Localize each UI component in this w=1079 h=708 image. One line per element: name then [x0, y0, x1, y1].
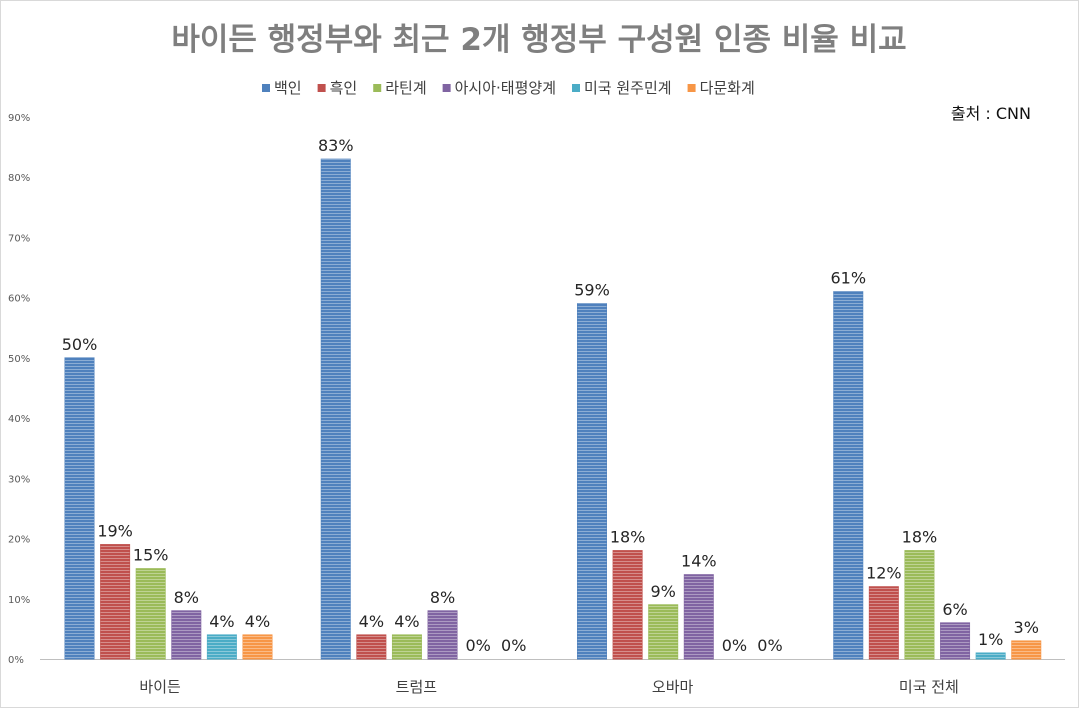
- data-label: 83%: [318, 136, 354, 155]
- data-label: 0%: [501, 636, 526, 655]
- bar-texture: [613, 550, 643, 659]
- y-tick-label: 90%: [8, 113, 30, 124]
- data-label: 0%: [722, 636, 747, 655]
- data-label: 4%: [359, 612, 384, 631]
- bar-texture: [577, 303, 607, 659]
- data-label: 9%: [651, 582, 676, 601]
- bar-texture: [65, 357, 94, 659]
- data-label: 1%: [978, 630, 1003, 649]
- data-label: 4%: [394, 612, 419, 631]
- bar-texture: [833, 291, 863, 659]
- y-tick-label: 10%: [8, 595, 30, 606]
- x-axis: 바이든 트럼프 오바마 미국 전체: [40, 659, 1065, 696]
- bar-texture: [684, 574, 714, 659]
- data-label: 12%: [866, 564, 902, 583]
- bars: [64, 158, 1042, 660]
- bar-texture: [100, 544, 130, 659]
- data-label: 8%: [430, 588, 455, 607]
- legend-swatch: [317, 84, 326, 92]
- data-label: 0%: [757, 636, 782, 655]
- y-tick-label: 70%: [8, 233, 30, 244]
- data-label: 4%: [245, 612, 270, 631]
- source-note: 출처 : CNN: [950, 104, 1031, 123]
- data-label: 4%: [209, 612, 234, 631]
- legend-label: 다문화계: [700, 79, 755, 97]
- y-tick-label: 30%: [8, 474, 30, 485]
- data-label: 18%: [902, 528, 938, 547]
- legend: 백인 흑인 라틴계 아시아·태평양계 미국 원주민계 다문화계: [262, 79, 755, 97]
- legend-swatch: [373, 84, 382, 92]
- data-labels: 50%83%59%61%19%4%18%12%15%4%9%18%8% 8%14%…: [62, 136, 1039, 655]
- y-tick-label: 40%: [8, 414, 30, 425]
- bar-texture: [940, 622, 970, 659]
- legend-label: 미국 원주민계: [584, 79, 672, 97]
- bar-texture: [321, 159, 351, 659]
- chart-title: 바이든 행정부와 최근 2개 행정부 구성원 인종 비율 비교: [171, 22, 906, 58]
- x-tick-label: 바이든: [139, 678, 181, 696]
- data-label: 14%: [681, 552, 717, 571]
- legend-swatch: [442, 84, 451, 92]
- bar-texture: [648, 604, 678, 659]
- y-tick-label: 20%: [8, 535, 30, 546]
- data-label: 6%: [942, 600, 967, 619]
- y-tick-label: 0%: [8, 655, 24, 666]
- bar-texture: [392, 634, 422, 659]
- data-label: 8%: [174, 588, 199, 607]
- data-label: 50%: [62, 335, 98, 354]
- data-label: 19%: [97, 522, 133, 541]
- bar-texture: [904, 550, 934, 659]
- bar-texture: [171, 610, 201, 659]
- bar-texture: [207, 634, 237, 659]
- bar-texture: [1011, 640, 1041, 659]
- legend-label: 백인: [274, 79, 302, 97]
- y-tick-label: 80%: [8, 173, 30, 184]
- data-label: 59%: [574, 281, 610, 300]
- data-label: 0%: [465, 636, 490, 655]
- x-tick-label: 트럼프: [396, 678, 438, 696]
- y-tick-label: 50%: [8, 354, 30, 365]
- legend-label: 흑인: [330, 79, 358, 97]
- bar-texture: [356, 634, 386, 659]
- legend-label: 라틴계: [385, 79, 426, 97]
- legend-label: 아시아·태평양계: [455, 79, 556, 97]
- data-label: 61%: [830, 269, 866, 288]
- y-axis: 0% 10% 20% 30% 40% 50% 60% 70% 80% 90%: [8, 113, 30, 666]
- legend-swatch: [572, 84, 580, 92]
- legend-swatch: [687, 84, 696, 92]
- legend-swatch: [262, 84, 270, 92]
- bar-texture: [869, 586, 899, 659]
- data-label: 3%: [1014, 618, 1039, 637]
- data-label: 18%: [610, 528, 646, 547]
- y-tick-label: 60%: [8, 294, 30, 305]
- bar-texture: [428, 610, 458, 659]
- x-tick-label: 미국 전체: [899, 678, 959, 696]
- x-tick-label: 오바마: [652, 678, 694, 696]
- data-label: 15%: [133, 546, 169, 565]
- bar-texture: [243, 634, 272, 659]
- bar-texture: [136, 568, 166, 659]
- bar-texture: [976, 652, 1006, 659]
